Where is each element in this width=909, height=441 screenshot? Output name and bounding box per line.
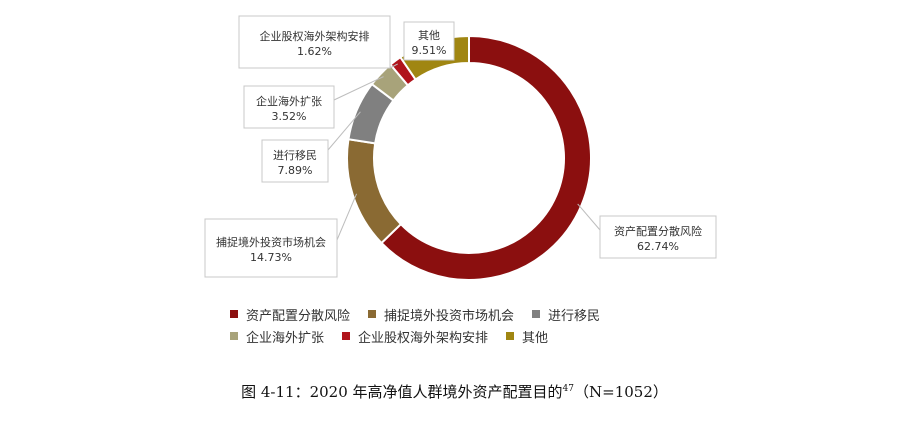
callout-label: 捕捉境外投资市场机会 — [216, 235, 326, 249]
legend-item-asset-diversify: 资产配置分散风险 — [230, 305, 350, 324]
data-callout: 资产配置分散风险 62.74% — [599, 215, 717, 259]
callout-label: 资产配置分散风险 — [614, 224, 702, 238]
data-callout: 企业海外扩张 3.52% — [243, 85, 335, 129]
caption-sample-size: （N=1052） — [574, 383, 668, 401]
callout-value: 7.89% — [278, 164, 313, 177]
legend-label: 捕捉境外投资市场机会 — [384, 308, 515, 324]
legend-row-1: 资产配置分散风险 捕捉境外投资市场机会 进行移民 — [230, 303, 650, 325]
leader-line — [577, 203, 601, 231]
legend-item-immigration: 进行移民 — [532, 305, 600, 324]
legend-label: 企业股权海外架构安排 — [358, 330, 489, 346]
callout-value: 62.74% — [637, 240, 679, 253]
callout-label: 其他 — [418, 29, 440, 42]
legend-swatch — [506, 332, 515, 340]
legend-swatch — [230, 332, 238, 340]
caption-footnote: 47 — [562, 384, 574, 394]
slice-asset-diversify — [380, 34, 592, 281]
legend-item-other: 其他 — [506, 327, 548, 346]
leader-line — [389, 63, 398, 69]
leader-line — [333, 76, 384, 101]
legend-item-overseas-opportunity: 捕捉境外投资市场机会 — [368, 305, 514, 324]
leader-line — [336, 193, 358, 241]
callout-box — [243, 85, 335, 129]
legend-item-overseas-expansion: 企业海外扩张 — [230, 327, 324, 346]
legend-swatch — [532, 310, 541, 318]
callout-label: 进行移民 — [273, 149, 317, 162]
callout-value: 14.73% — [250, 251, 292, 264]
legend-swatch — [230, 310, 238, 318]
leader-line — [327, 111, 361, 151]
legend-swatch — [342, 332, 351, 340]
callout-box — [238, 15, 391, 69]
slice-overseas-opportunity — [346, 138, 403, 245]
callout-label: 企业股权海外架构安排 — [260, 29, 370, 43]
chart-legend: 资产配置分散风险 捕捉境外投资市场机会 进行移民 企业海外扩张 企业股权海外架构… — [230, 303, 650, 347]
figure-caption: 图 4-11：2020 年高净值人群境外资产配置目的47（N=1052） — [0, 381, 909, 402]
callout-box — [204, 218, 338, 278]
donut-chart: 资产配置分散风险 62.74% 捕捉境外投资市场机会 14.73% 进行移民 7.89% 企… — [204, 15, 717, 281]
data-callout: 进行移民 7.89% — [261, 139, 329, 183]
callout-label: 企业海外扩张 — [256, 94, 322, 108]
callout-box — [599, 215, 717, 259]
legend-label: 资产配置分散风险 — [246, 308, 351, 324]
callout-value: 3.52% — [272, 110, 307, 123]
legend-row-2: 企业海外扩张 企业股权海外架构安排 其他 — [230, 325, 650, 347]
legend-label: 其他 — [522, 330, 549, 346]
callout-value: 1.62% — [297, 45, 332, 58]
data-callout: 其他 9.51% — [403, 21, 455, 61]
callout-box — [261, 139, 329, 183]
legend-label: 进行移民 — [548, 308, 601, 324]
caption-text: 图 4-11：2020 年高净值人群境外资产配置目的 — [241, 383, 563, 401]
data-callout: 企业股权海外架构安排 1.62% — [238, 15, 391, 69]
legend-item-equity-structure: 企业股权海外架构安排 — [342, 327, 488, 346]
callout-value: 9.51% — [412, 44, 447, 57]
legend-label: 企业海外扩张 — [246, 330, 325, 346]
callout-box — [403, 21, 455, 61]
data-callout: 捕捉境外投资市场机会 14.73% — [204, 218, 338, 278]
legend-swatch — [368, 310, 377, 318]
